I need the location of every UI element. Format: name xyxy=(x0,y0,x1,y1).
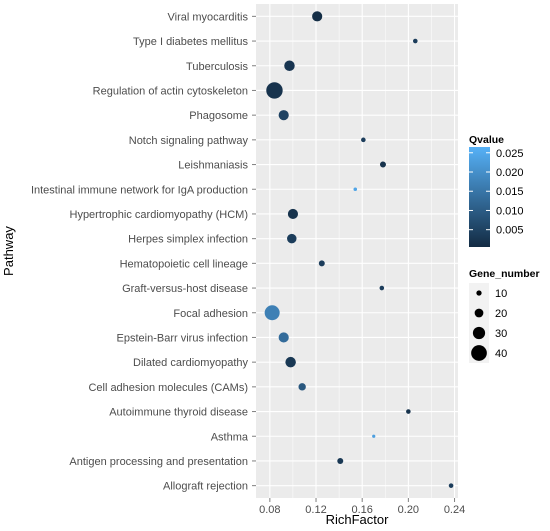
gene-number-key-dot xyxy=(476,290,482,296)
data-point xyxy=(412,38,418,44)
y-tick-label: Regulation of actin cytoskeleton xyxy=(93,85,248,97)
x-tick-label: 0.24 xyxy=(444,504,465,516)
plot-panel xyxy=(256,4,458,498)
y-tick-label: Cell adhesion molecules (CAMs) xyxy=(88,382,248,394)
y-tick-label: Tuberculosis xyxy=(186,61,248,73)
gene-number-key-dot xyxy=(472,326,486,340)
gene-number-key-dot xyxy=(471,345,487,361)
gene-number-legend-title: Gene_number xyxy=(469,268,540,280)
y-tick-labels: Viral myocarditis Type I diabetes mellitu… xyxy=(31,11,256,493)
y-tick-label: Focal adhesion xyxy=(173,308,248,320)
y-tick-label: Type I diabetes mellitus xyxy=(133,36,248,48)
qvalue-tick-label: 0.005 xyxy=(496,225,524,237)
gene-number-key-label: 30 xyxy=(495,328,507,340)
y-tick-label: Leishmaniasis xyxy=(178,160,248,172)
qvalue-legend-ticks: 0.025 0.020 0.015 0.010 0.005 xyxy=(469,148,524,237)
y-tick-label: Autoimmune thyroid disease xyxy=(109,407,248,419)
x-tick-label: 0.20 xyxy=(398,504,419,516)
gene-number-legend-keys: 10 20 30 40 xyxy=(469,283,507,363)
y-tick-label: Phagosome xyxy=(189,110,248,122)
data-point xyxy=(278,332,289,343)
qvalue-tick-label: 0.010 xyxy=(496,205,524,217)
gene-number-key-label: 10 xyxy=(495,288,507,300)
x-tick-label: 0.16 xyxy=(351,504,372,516)
data-points xyxy=(264,11,454,488)
gene-number-key-label: 20 xyxy=(495,308,507,320)
y-axis-title: Pathway xyxy=(1,226,16,276)
y-tick-label: Dilated cardiomyopathy xyxy=(133,357,248,369)
data-point xyxy=(379,285,385,291)
data-point xyxy=(353,187,358,192)
data-point xyxy=(285,356,296,368)
qvalue-colorbar xyxy=(469,147,490,247)
qvalue-tick-label: 0.015 xyxy=(496,186,524,198)
data-point xyxy=(406,409,411,414)
data-point xyxy=(298,383,306,391)
qvalue-legend-title: Qvalue xyxy=(469,134,504,146)
data-point xyxy=(278,110,289,121)
qvalue-legend: Qvalue 0.025 0.020 0.015 0.010 0.005 xyxy=(469,134,524,247)
qvalue-tick-label: 0.020 xyxy=(496,167,524,179)
y-tick-label: Viral myocarditis xyxy=(168,11,249,23)
y-tick-label: Epstein-Barr virus infection xyxy=(117,332,248,344)
gene-number-key-label: 40 xyxy=(495,348,507,360)
y-tick-label: Graft-versus-host disease xyxy=(122,283,248,295)
data-point xyxy=(361,137,366,143)
data-point xyxy=(287,233,297,244)
x-tick-labels: 0.08 0.12 0.16 0.20 0.24 xyxy=(259,498,465,516)
data-point xyxy=(284,60,295,71)
gene-number-legend: Gene_number 10 20 30 40 xyxy=(469,268,540,363)
data-point xyxy=(287,208,299,220)
y-tick-label: Notch signaling pathway xyxy=(129,135,249,147)
data-point xyxy=(448,483,454,488)
x-tick-label: 0.12 xyxy=(305,504,326,516)
y-tick-label: Herpes simplex infection xyxy=(128,234,248,246)
data-point xyxy=(318,260,325,267)
x-axis-title: RichFactor xyxy=(326,512,390,527)
qvalue-tick-label: 0.025 xyxy=(496,148,524,160)
y-tick-label: Intestinal immune network for IgA produc… xyxy=(31,184,248,196)
y-tick-label: Asthma xyxy=(211,431,249,443)
x-tick-label: 0.08 xyxy=(259,504,280,516)
data-point xyxy=(264,305,280,321)
data-point xyxy=(379,161,386,168)
data-point xyxy=(266,82,283,99)
data-point xyxy=(312,11,323,22)
data-point xyxy=(337,457,344,464)
y-tick-label: Hypertrophic cardiomyopathy (HCM) xyxy=(70,209,249,221)
gene-number-key-dot xyxy=(474,308,484,318)
y-tick-label: Hematopoietic cell lineage xyxy=(120,258,248,270)
y-tick-label: Allograft rejection xyxy=(163,481,248,493)
data-point xyxy=(372,434,376,438)
y-tick-label: Antigen processing and presentation xyxy=(69,456,248,468)
